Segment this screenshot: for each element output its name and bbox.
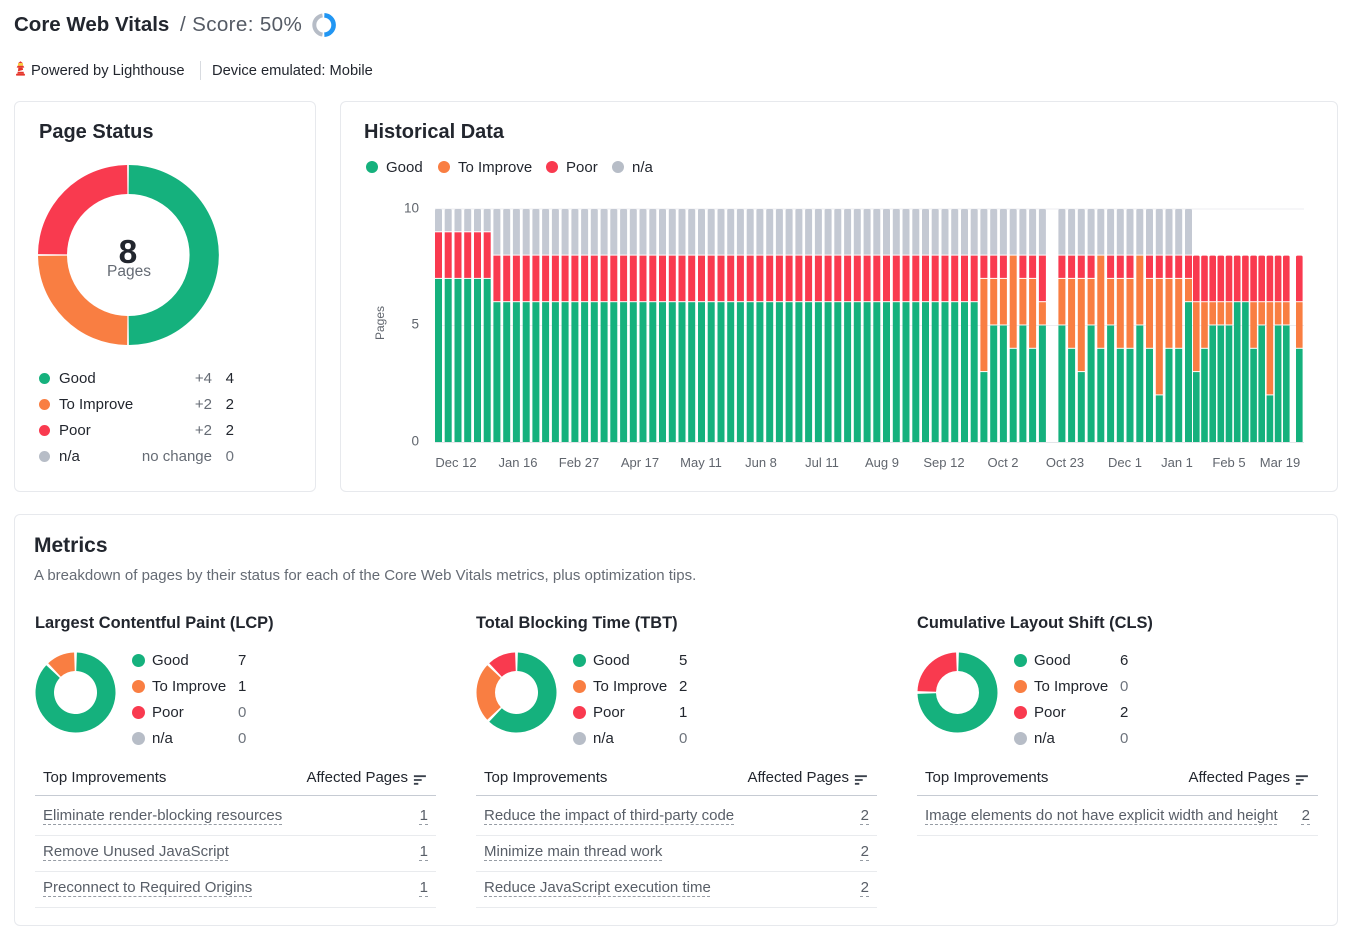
svg-text:10: 10 bbox=[404, 201, 419, 216]
svg-text:Aug 9: Aug 9 bbox=[865, 455, 899, 470]
svg-text:Jul 11: Jul 11 bbox=[805, 455, 839, 470]
svg-text:Jun 8: Jun 8 bbox=[745, 455, 777, 470]
svg-text:0: 0 bbox=[411, 434, 419, 449]
svg-text:Pages: Pages bbox=[373, 306, 387, 340]
svg-text:Dec 1: Dec 1 bbox=[1108, 455, 1142, 470]
svg-text:Sep 12: Sep 12 bbox=[923, 455, 964, 470]
svg-text:Dec 12: Dec 12 bbox=[435, 455, 476, 470]
svg-text:Apr 17: Apr 17 bbox=[621, 455, 659, 470]
svg-text:Oct 23: Oct 23 bbox=[1046, 455, 1084, 470]
svg-text:Mar 19: Mar 19 bbox=[1260, 455, 1300, 470]
svg-text:Jan 1: Jan 1 bbox=[1161, 455, 1193, 470]
svg-text:Jan 16: Jan 16 bbox=[498, 455, 537, 470]
svg-text:5: 5 bbox=[411, 317, 419, 332]
svg-text:Feb 27: Feb 27 bbox=[559, 455, 599, 470]
svg-text:May 11: May 11 bbox=[680, 455, 722, 470]
svg-text:Oct 2: Oct 2 bbox=[987, 455, 1018, 470]
svg-text:Feb 5: Feb 5 bbox=[1212, 455, 1245, 470]
